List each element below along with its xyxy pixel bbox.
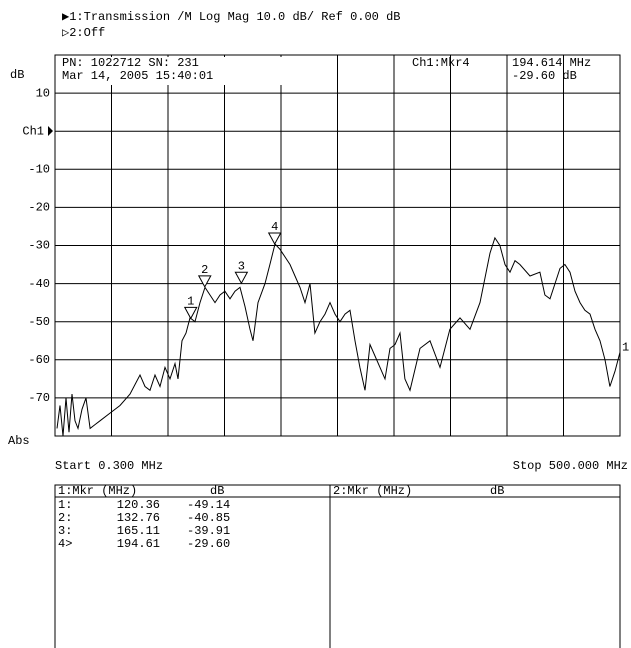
- table-frame: [54, 484, 621, 648]
- y-tick-label: -20: [28, 201, 50, 215]
- info-text: 194.614 MHz: [512, 56, 591, 70]
- y-tick-label: -60: [28, 353, 50, 367]
- table-header: 1:Mkr (MHz): [58, 484, 137, 498]
- y-tick-label: -50: [28, 315, 50, 329]
- info-backdrop: [60, 57, 290, 85]
- marker-label: 3: [238, 259, 245, 273]
- y-tick-label: -70: [28, 391, 50, 405]
- info-text: PN: 1022712 SN: 231: [62, 56, 199, 70]
- header-line: ▷2:Off: [62, 26, 105, 40]
- marker: [234, 271, 249, 285]
- marker: [197, 275, 212, 288]
- ref-arrow: [48, 126, 53, 136]
- table-cell: -29.60: [187, 537, 230, 551]
- table-header: dB: [490, 484, 504, 498]
- y-tick-label: Ch1: [22, 124, 44, 138]
- marker-label: 2: [201, 263, 208, 277]
- marker: [183, 306, 198, 320]
- info-text: Ch1:Mkr4: [412, 56, 470, 70]
- table-cell: 194.61: [117, 537, 160, 551]
- table-cell: -39.91: [187, 524, 230, 538]
- marker: [267, 232, 282, 246]
- table-cell: -49.14: [187, 498, 230, 512]
- table-cell: 3:: [58, 524, 72, 538]
- table-header: 2:Mkr (MHz): [333, 484, 412, 498]
- table-cell: 132.76: [117, 511, 160, 525]
- marker-label: 1: [187, 295, 194, 309]
- table-cell: 165.11: [117, 524, 160, 538]
- table-cell: -40.85: [187, 511, 230, 525]
- header-line: ▶1:Transmission /M Log Mag 10.0 dB/ Ref …: [62, 10, 400, 24]
- y-tick-label: 10: [36, 86, 50, 100]
- marker-label: 4: [271, 220, 278, 234]
- info-text: -29.60 dB: [512, 69, 577, 83]
- trace-label: 1: [622, 340, 629, 354]
- start-label: Start 0.300 MHz: [55, 459, 163, 473]
- y-tick-label: -30: [28, 239, 50, 253]
- table-cell: 4>: [58, 537, 72, 551]
- table-cell: 120.36: [117, 498, 160, 512]
- table-cell: 2:: [58, 511, 72, 525]
- table-header: dB: [210, 484, 224, 498]
- info-text: Mar 14, 2005 15:40:01: [62, 69, 213, 83]
- scale-mode-label: Abs: [8, 434, 30, 448]
- stop-label: Stop 500.000 MHz: [513, 459, 628, 473]
- trace: [56, 236, 621, 437]
- y-tick-label: -10: [28, 162, 50, 176]
- table-cell: 1:: [58, 498, 72, 512]
- y-tick-label: -40: [28, 277, 50, 291]
- y-axis-label: dB: [10, 68, 24, 82]
